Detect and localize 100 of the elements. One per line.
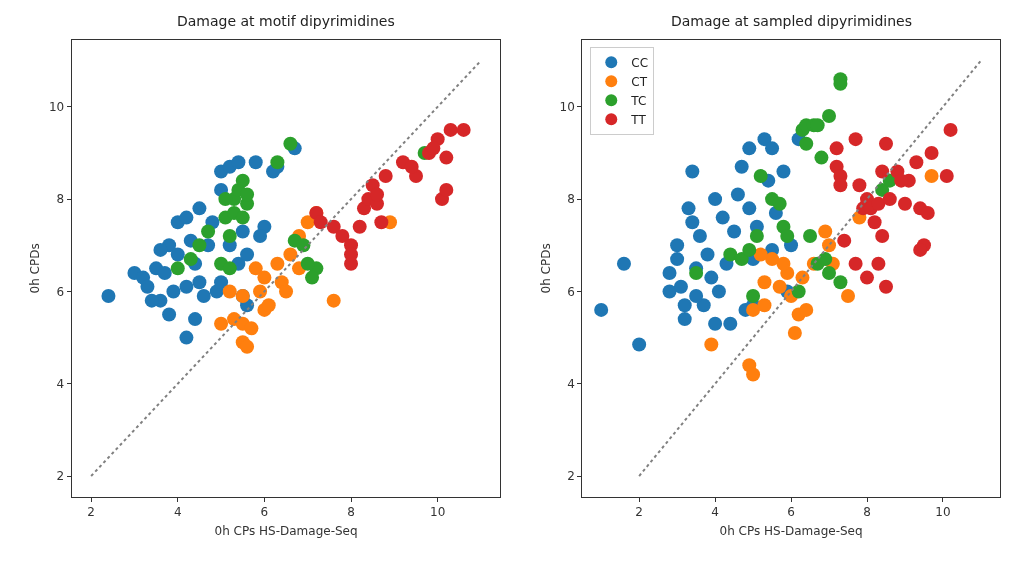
- point: [253, 229, 268, 244]
- point: [214, 316, 229, 331]
- y-tick-label: 2: [567, 469, 575, 484]
- point: [456, 122, 471, 137]
- point: [772, 279, 787, 294]
- point: [822, 238, 837, 253]
- point: [829, 141, 844, 156]
- point: [723, 247, 738, 262]
- point: [924, 169, 939, 184]
- x-tick-label: 2: [635, 505, 643, 520]
- point: [616, 256, 631, 271]
- point: [799, 136, 814, 151]
- legend-label: CC: [631, 55, 649, 70]
- point: [879, 136, 893, 151]
- point: [913, 242, 928, 257]
- point: [746, 367, 761, 382]
- point: [727, 224, 742, 239]
- point: [335, 229, 350, 244]
- y-axis-title: 0h CPDs: [538, 243, 553, 294]
- point: [166, 284, 181, 299]
- point: [144, 293, 159, 308]
- point: [734, 159, 749, 174]
- point: [742, 242, 757, 257]
- point: [300, 215, 315, 230]
- legend-label: TC: [630, 93, 647, 108]
- point: [776, 164, 791, 179]
- point: [248, 155, 263, 170]
- point: [772, 196, 787, 211]
- point: [240, 187, 255, 202]
- point: [875, 229, 890, 244]
- point: [326, 293, 341, 308]
- point: [344, 247, 359, 262]
- point: [662, 284, 677, 299]
- point: [765, 141, 780, 156]
- point: [753, 247, 768, 262]
- point: [157, 265, 172, 280]
- point: [803, 229, 818, 244]
- chart-title: Damage at motif dipyrimidines: [177, 13, 395, 29]
- legend-label: CT: [631, 74, 648, 89]
- point: [776, 256, 791, 271]
- point: [708, 192, 723, 207]
- point: [897, 196, 912, 211]
- point: [170, 247, 185, 262]
- point: [270, 155, 285, 170]
- point: [799, 302, 814, 317]
- point: [689, 289, 704, 304]
- point: [833, 178, 848, 193]
- point: [261, 298, 276, 313]
- point: [253, 284, 268, 299]
- point: [871, 196, 886, 211]
- point: [192, 201, 207, 216]
- point: [692, 229, 707, 244]
- point: [439, 182, 454, 197]
- point: [909, 155, 924, 170]
- point: [670, 252, 685, 267]
- point: [787, 325, 802, 340]
- point: [443, 122, 458, 137]
- point: [780, 229, 795, 244]
- point: [685, 215, 700, 230]
- x-tick-label: 4: [173, 505, 182, 520]
- point: [313, 215, 328, 230]
- point: [882, 192, 897, 207]
- point: [685, 164, 700, 179]
- point: [248, 261, 263, 276]
- point: [101, 289, 116, 304]
- y-tick-label: 8: [56, 192, 65, 207]
- point: [374, 215, 389, 230]
- point: [196, 289, 211, 304]
- point: [188, 312, 203, 327]
- x-tick-label: 6: [787, 505, 795, 520]
- point: [848, 256, 863, 271]
- point: [765, 252, 780, 267]
- point: [749, 229, 764, 244]
- point: [696, 298, 711, 313]
- point: [170, 261, 185, 276]
- point: [326, 219, 341, 234]
- point: [404, 159, 419, 174]
- x-axis-title: 0h CPs HS-Damage-Seq: [214, 524, 358, 539]
- point: [426, 141, 441, 156]
- point: [673, 279, 688, 294]
- point: [257, 270, 272, 285]
- y-tick-label: 10: [48, 100, 65, 115]
- point: [179, 330, 194, 345]
- y-axis-title: 0h CPDs: [28, 243, 43, 294]
- point: [867, 215, 882, 230]
- point: [235, 173, 250, 188]
- point: [837, 233, 852, 248]
- point: [279, 284, 294, 299]
- point: [305, 270, 320, 285]
- point: [943, 122, 958, 137]
- point: [222, 261, 237, 276]
- point: [179, 210, 194, 225]
- point: [841, 289, 856, 304]
- point: [848, 132, 863, 147]
- point: [240, 247, 255, 262]
- point: [370, 187, 385, 202]
- point: [746, 302, 761, 317]
- x-tick-label: 10: [430, 505, 446, 520]
- point: [757, 298, 772, 313]
- point: [700, 247, 715, 262]
